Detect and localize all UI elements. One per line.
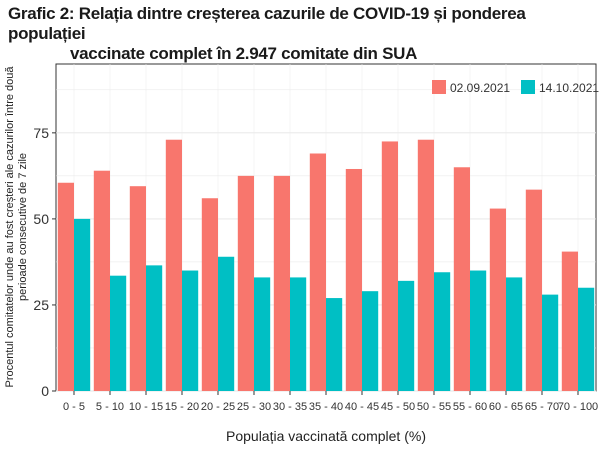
bar-series-2-13 (542, 294, 559, 391)
x-tick-label: 10 - 15 (129, 401, 163, 413)
bar-series-2-0 (74, 218, 91, 391)
bar-series-1-11 (453, 167, 470, 391)
bar-series-2-8 (362, 291, 379, 391)
bar-series-1-4 (201, 198, 218, 391)
bar-series-1-9 (381, 141, 398, 391)
x-tick-label: 20 - 25 (201, 401, 235, 413)
bar-series-1-14 (561, 251, 578, 391)
bar-series-1-7 (309, 153, 326, 391)
bar-series-1-12 (489, 208, 506, 391)
x-tick-label: 40 - 45 (345, 401, 379, 413)
bar-series-1-6 (273, 175, 290, 391)
bar-series-2-9 (398, 280, 415, 391)
legend-swatch (521, 80, 535, 94)
title-line-1: Grafic 2: Relația dintre creșterea cazur… (8, 4, 596, 44)
bar-series-1-13 (525, 189, 542, 391)
title-prefix: Grafic 2: (8, 4, 75, 23)
legend-label: 14.10.2021 (539, 81, 599, 95)
bar-series-2-11 (470, 270, 487, 391)
y-axis-title-line-1: Procentul comitatelor unde au fost creșt… (4, 66, 16, 388)
y-axis-title-line-2: perioade consecutive de 7 zile (17, 153, 29, 301)
x-tick-label: 30 - 35 (273, 401, 307, 413)
x-tick-label: 50 - 55 (417, 401, 451, 413)
x-tick-label: 25 - 30 (237, 401, 271, 413)
bar-series-2-7 (326, 298, 343, 391)
y-axis-ticks: 0 25 50 75 (33, 125, 56, 399)
bar-series-1-10 (417, 139, 434, 391)
chart-title: Grafic 2: Relația dintre creșterea cazur… (8, 4, 596, 64)
bar-series-2-1 (110, 275, 127, 391)
y-tick-label: 75 (33, 125, 49, 141)
bars (57, 139, 595, 391)
legend: 02.09.2021 14.10.2021 (432, 80, 599, 95)
bar-series-1-0 (57, 182, 74, 391)
bar-series-2-12 (506, 277, 523, 391)
bar-series-1-5 (237, 175, 254, 391)
legend-swatch (432, 80, 446, 94)
bar-series-2-4 (218, 256, 235, 391)
y-tick-label: 0 (41, 383, 49, 399)
y-tick-label: 50 (33, 211, 49, 227)
bar-series-2-10 (434, 272, 451, 391)
x-tick-label: 45 - 50 (381, 401, 415, 413)
x-tick-label: 0 - 5 (63, 401, 85, 413)
x-tick-label: 55 - 60 (453, 401, 487, 413)
x-tick-label: 60 - 65 (489, 401, 523, 413)
bar-series-2-5 (254, 277, 271, 391)
x-tick-label: 15 - 20 (165, 401, 199, 413)
x-axis-title: Populația vaccinată complet (%) (226, 428, 426, 444)
y-tick-label: 25 (33, 297, 49, 313)
x-tick-label: 65 - 70 (525, 401, 559, 413)
legend-label: 02.09.2021 (450, 81, 510, 95)
x-tick-label: 35 - 40 (309, 401, 343, 413)
bar-series-1-8 (345, 168, 362, 391)
bar-series-2-3 (182, 270, 199, 391)
bar-series-1-2 (129, 186, 146, 391)
title-line-2: vaccinate complet în 2.947 comitate din … (70, 44, 418, 63)
bar-series-1-1 (93, 170, 110, 391)
bar-series-2-6 (290, 277, 307, 391)
x-tick-label: 5 - 10 (96, 401, 124, 413)
bar-series-2-14 (578, 287, 595, 391)
bar-series-2-2 (146, 265, 163, 391)
bar-series-1-3 (165, 139, 182, 391)
title-text-1: Relația dintre creșterea cazurile de COV… (8, 4, 526, 43)
x-tick-label: 70 - 100 (558, 401, 598, 413)
